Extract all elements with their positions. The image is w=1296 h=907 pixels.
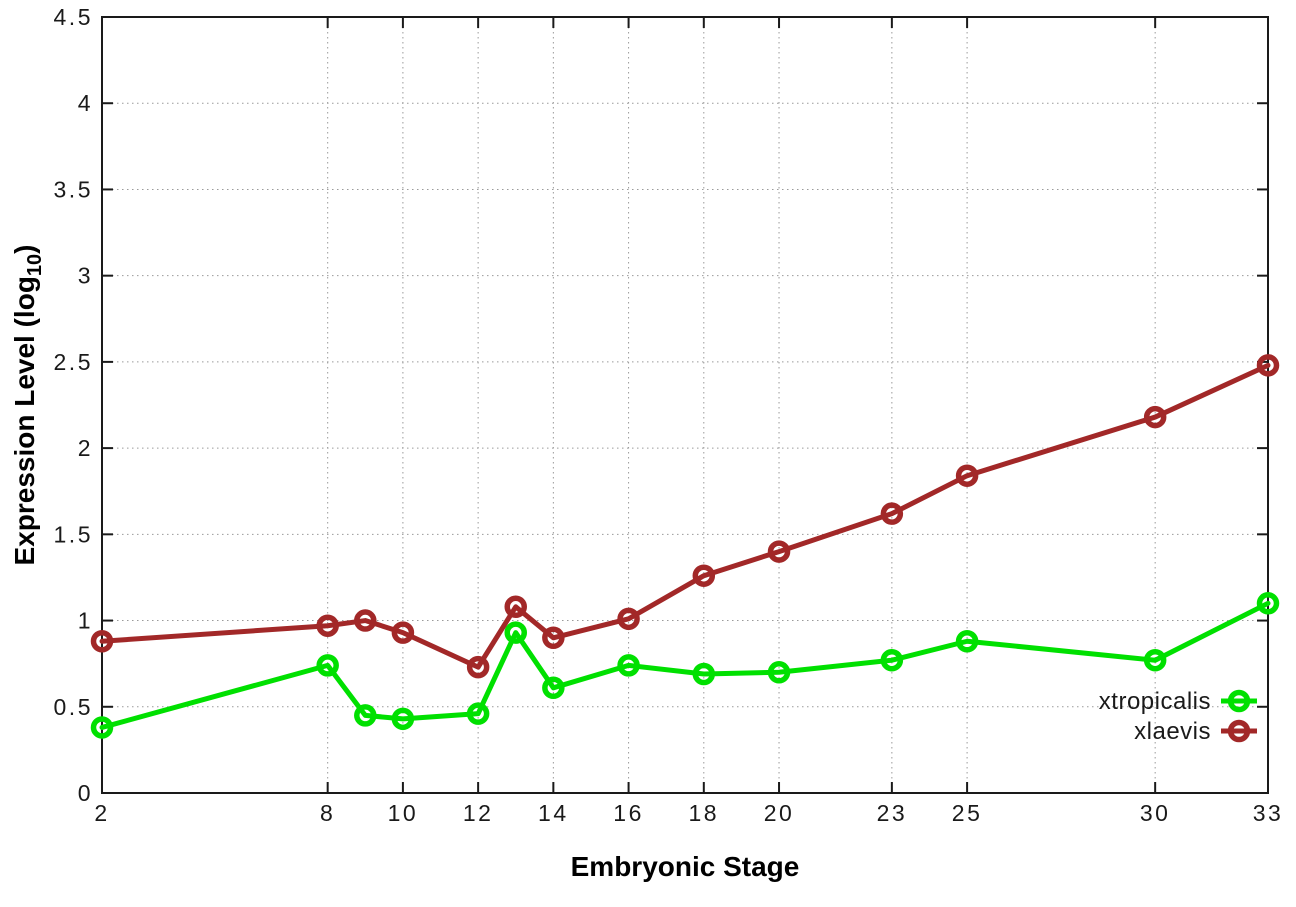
- data-point-xlaevis: [354, 609, 377, 632]
- data-point-xlaevis: [542, 626, 565, 650]
- x-tick-label: 33: [1253, 800, 1284, 826]
- x-tick-label: 23: [877, 800, 908, 826]
- data-point-xtropicalis: [617, 654, 640, 677]
- data-point-xlaevis: [617, 607, 640, 631]
- y-tick-label: 2: [78, 435, 93, 461]
- data-point-xlaevis: [955, 464, 979, 487]
- x-tick-label: 30: [1140, 800, 1171, 826]
- y-tick-label: 1: [78, 608, 93, 634]
- data-point-xtropicalis: [316, 654, 339, 677]
- y-tick-label: 3.5: [54, 176, 93, 202]
- legend-label-xlaevis: xlaevis: [1134, 718, 1211, 745]
- legend-marker-xlaevis: [1227, 719, 1251, 743]
- data-point-xlaevis: [1143, 405, 1167, 429]
- data-point-xlaevis: [1256, 354, 1280, 377]
- data-point-xtropicalis: [542, 676, 565, 700]
- legend-label-xtropicalis: xtropicalis: [1099, 688, 1211, 715]
- legend-marker-xtropicalis: [1227, 689, 1251, 713]
- y-tick-label: 0: [78, 780, 93, 806]
- data-point-xtropicalis: [504, 621, 527, 644]
- data-point-xtropicalis: [955, 629, 979, 653]
- data-point-xlaevis: [504, 595, 527, 619]
- data-point-xtropicalis: [767, 661, 791, 684]
- y-tick-label: 4.5: [54, 4, 93, 30]
- x-tick-label: 16: [613, 800, 644, 826]
- y-tick-label: 4: [78, 90, 93, 116]
- data-point-xlaevis: [316, 614, 339, 637]
- data-point-xtropicalis: [354, 704, 377, 727]
- y-tick-label: 3: [78, 263, 93, 289]
- data-point-xlaevis: [692, 564, 716, 587]
- data-point-xtropicalis: [90, 716, 114, 739]
- data-point-xtropicalis: [1143, 648, 1167, 672]
- x-tick-label: 25: [952, 800, 983, 826]
- data-point-xtropicalis: [466, 702, 490, 725]
- y-axis-title: Expression Level (log10): [9, 245, 47, 566]
- y-axis-title-subscript: 10: [23, 253, 46, 277]
- x-tick-label: 20: [764, 800, 795, 826]
- y-tick-label: 1.5: [54, 521, 93, 547]
- data-point-xtropicalis: [1256, 592, 1280, 615]
- y-tick-label: 2.5: [54, 349, 93, 375]
- data-point-xlaevis: [466, 655, 490, 679]
- data-point-xlaevis: [90, 629, 114, 653]
- series-line-xlaevis: [99, 362, 1271, 670]
- y-axis-title-text: Expression Level (log: [9, 276, 41, 566]
- series-line-xtropicalis: [99, 600, 1271, 730]
- x-tick-label: 8: [320, 800, 335, 826]
- y-axis-title-suffix: ): [9, 244, 41, 254]
- x-tick-label: 12: [463, 800, 494, 826]
- x-tick-label: 2: [94, 800, 109, 826]
- x-tick-label: 14: [538, 800, 569, 826]
- data-point-xtropicalis: [391, 707, 415, 731]
- x-axis-title: Embryonic Stage: [570, 851, 800, 882]
- data-point-xtropicalis: [880, 648, 904, 672]
- data-point-xlaevis: [391, 621, 415, 644]
- x-tick-label: 10: [388, 800, 419, 826]
- data-point-xlaevis: [880, 502, 904, 525]
- x-tick-label: 18: [689, 800, 720, 826]
- data-point-xtropicalis: [692, 662, 716, 686]
- y-tick-label: 0.5: [54, 694, 93, 720]
- plot-border: [101, 16, 1269, 794]
- data-point-xlaevis: [767, 540, 791, 563]
